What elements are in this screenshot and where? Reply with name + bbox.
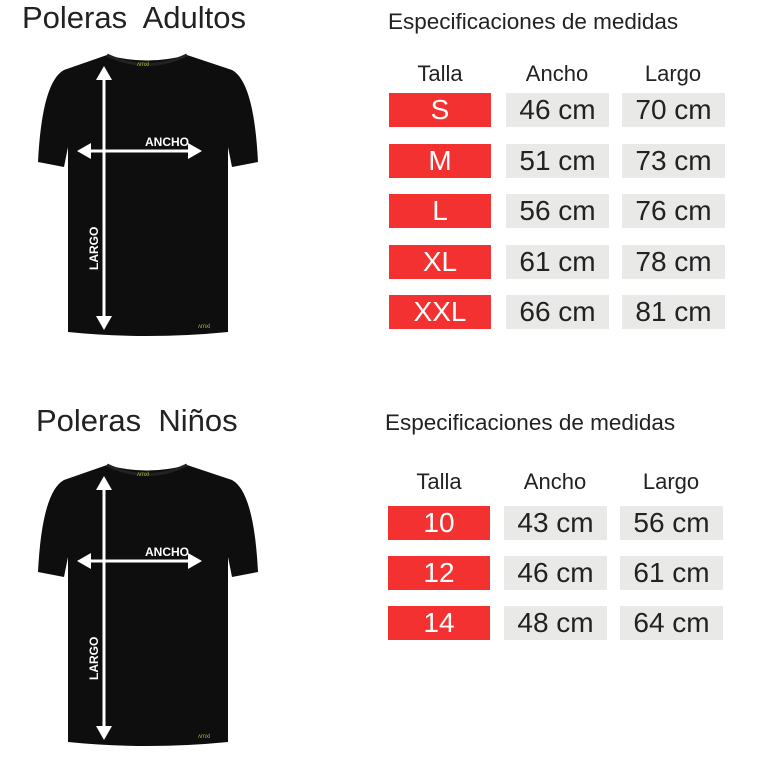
column-header-ancho: Ancho	[525, 61, 589, 86]
size-cell: L	[389, 194, 491, 228]
largo-cell: 61 cm	[620, 556, 723, 590]
largo-cell: 64 cm	[620, 606, 723, 640]
largo-cell: 76 cm	[622, 194, 725, 228]
largo-cell: 73 cm	[622, 143, 725, 178]
kids-shirt-diagram: ʌmxl ʌmxl ANCHO LARGO	[32, 462, 262, 752]
width-arrow	[77, 143, 202, 159]
ancho-cell: 46 cm	[506, 93, 609, 127]
kids-title: Poleras Niños	[36, 403, 238, 438]
ancho-cell: 51 cm	[506, 143, 609, 178]
brand-logo: ʌmxl	[137, 472, 149, 478]
size-cell: XL	[389, 244, 491, 279]
length-arrow	[96, 476, 112, 740]
size-cell: 14	[388, 606, 490, 640]
ancho-cell: 56 cm	[506, 194, 609, 228]
size-cell: 12	[388, 556, 490, 590]
column-header-talla: Talla	[417, 61, 463, 86]
size-cell: S	[389, 93, 491, 127]
column-header-largo: Largo	[644, 61, 702, 86]
length-label: LARGO	[87, 227, 101, 270]
brand-logo: ʌmxl	[137, 62, 149, 68]
ancho-cell: 48 cm	[504, 606, 607, 640]
width-label: ANCHO	[145, 545, 189, 559]
largo-cell: 56 cm	[620, 506, 723, 540]
size-cell: M	[389, 143, 491, 178]
tshirt-icon: ʌmxl ʌmxl ANCHO LARGO	[38, 463, 258, 746]
adults-spec-title: Especificaciones de medidas	[388, 9, 679, 34]
ancho-cell: 61 cm	[506, 244, 609, 279]
ancho-cell: 66 cm	[506, 295, 609, 329]
brand-logo-hem: ʌmxl	[198, 734, 210, 740]
column-header-ancho: Ancho	[523, 469, 587, 494]
size-cell: XXL	[389, 295, 491, 329]
largo-cell: 78 cm	[622, 244, 725, 279]
column-header-largo: Largo	[642, 469, 700, 494]
adults-title: Poleras Adultos	[22, 0, 247, 35]
column-header-talla: Talla	[416, 469, 462, 494]
length-arrow	[96, 66, 112, 330]
largo-cell: 70 cm	[622, 93, 725, 127]
size-cell: 10	[388, 506, 490, 540]
adult-shirt-diagram: ʌmxl ʌmxl ANCHO LARGO	[32, 52, 262, 342]
tshirt-icon: ʌmxl ʌmxl ANCHO LARGO	[38, 53, 258, 336]
ancho-cell: 46 cm	[504, 556, 607, 590]
brand-logo-hem: ʌmxl	[198, 324, 210, 330]
kids-spec-title: Especificaciones de medidas	[385, 410, 676, 435]
largo-cell: 81 cm	[622, 295, 725, 329]
width-label: ANCHO	[145, 135, 189, 149]
length-label: LARGO	[87, 637, 101, 680]
ancho-cell: 43 cm	[504, 506, 607, 540]
width-arrow	[77, 553, 202, 569]
